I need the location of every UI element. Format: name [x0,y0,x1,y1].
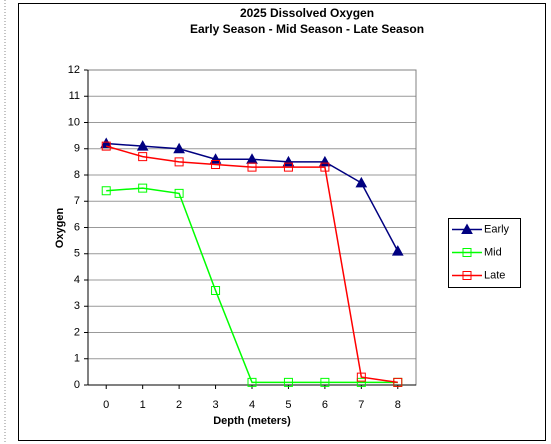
series-line [106,145,398,384]
marker [283,162,293,172]
y-tick-label: 3 [74,300,80,312]
marker [173,142,185,154]
marker [320,377,330,387]
marker [211,286,221,295]
y-axis-title: Oxygen [54,208,66,249]
y-tick-label: 6 [74,221,80,233]
marker [393,377,403,387]
x-tick-label: 3 [212,399,218,411]
chart-subtitle: Early Season - Mid Season - Late Season [190,22,424,36]
y-tick-label: 5 [74,248,80,260]
marker [462,248,472,257]
marker [138,183,148,193]
marker [320,162,330,172]
legend-label: Mid [484,246,502,258]
marker [356,377,366,387]
y-tick-label: 7 [74,195,80,207]
y-tick-label: 1 [74,353,80,365]
y-tick-label: 4 [74,274,80,286]
x-tick-label: 8 [395,399,401,411]
marker [174,157,184,167]
marker [247,377,257,387]
legend-label: Early [484,223,510,235]
marker [247,162,257,172]
x-tick-label: 4 [249,399,255,411]
x-axis-title: Depth (meters) [213,415,291,427]
y-tick-label: 9 [74,143,80,155]
marker [136,140,149,151]
x-tick-label: 7 [358,399,364,411]
marker [101,186,111,196]
y-tick-label: 12 [68,64,80,76]
marker [283,377,293,387]
marker [461,223,473,234]
marker [356,372,366,382]
y-tick-label: 2 [74,326,80,338]
x-tick-label: 0 [103,399,109,411]
marker [211,160,221,169]
marker [100,137,113,148]
x-tick-label: 2 [176,399,182,411]
marker [462,271,472,280]
y-tick-label: 11 [69,90,80,102]
y-tick-label: 0 [74,379,80,391]
x-tick-label: 6 [322,399,328,411]
y-tick-label: 8 [74,169,80,181]
series-line [106,187,398,384]
x-tick-label: 5 [285,399,291,411]
marker [391,245,404,256]
marker [138,152,148,162]
marker [355,176,368,188]
chart-title: 2025 Dissolved Oxygen [240,6,374,20]
y-tick-label: 10 [68,116,80,128]
marker [174,188,184,198]
x-tick-label: 1 [140,399,146,411]
legend-label: Late [484,269,505,281]
marker [101,141,111,151]
